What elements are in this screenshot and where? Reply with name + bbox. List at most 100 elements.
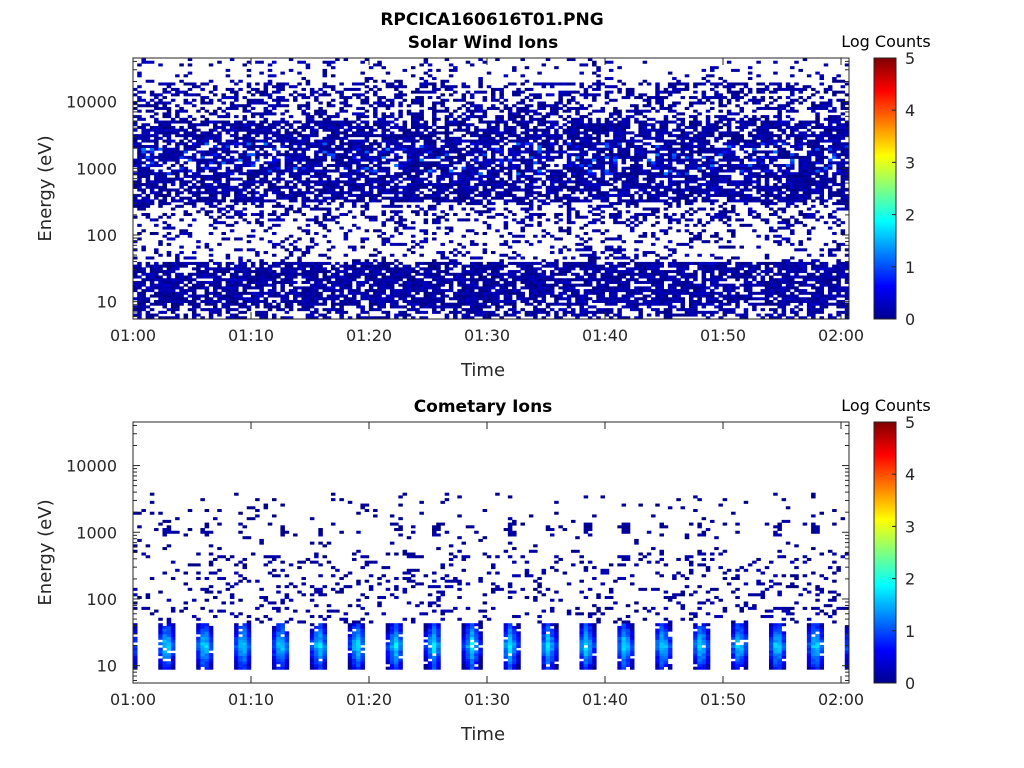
heatmap-cell <box>183 264 189 268</box>
heatmap-cell <box>234 164 239 168</box>
heatmap-cell <box>482 264 488 268</box>
heatmap-cell <box>549 199 555 203</box>
heatmap-cell <box>415 270 420 274</box>
heatmap-cell <box>549 188 555 192</box>
heatmap-cell <box>415 101 420 105</box>
heatmap-cell <box>238 87 243 91</box>
heatmap-cell <box>280 316 285 320</box>
heatmap-cell <box>457 291 462 295</box>
heatmap-cell <box>234 316 239 320</box>
heatmap-cell <box>469 123 475 127</box>
heatmap-cell <box>284 280 290 284</box>
heatmap-cell <box>166 82 172 86</box>
heatmap-cell <box>427 264 433 268</box>
heatmap-cell <box>516 90 521 94</box>
heatmap-cell <box>175 316 180 320</box>
heatmap-cell <box>474 313 479 317</box>
heatmap-cell <box>330 142 336 146</box>
heatmap-cell <box>175 199 180 203</box>
heatmap-cell <box>213 109 218 113</box>
heatmap-cell <box>183 166 189 170</box>
heatmap-cell <box>516 316 521 320</box>
heatmap-cell <box>225 166 231 170</box>
heatmap-cell <box>440 242 445 246</box>
heatmap-cell <box>280 82 285 86</box>
heatmap-cell <box>524 109 530 113</box>
heatmap-cell <box>385 145 391 149</box>
heatmap-cell <box>423 267 429 271</box>
heatmap-cell <box>187 71 193 75</box>
heatmap-cell <box>528 87 534 91</box>
heatmap-cell <box>175 145 180 149</box>
heatmap-cell <box>293 98 298 102</box>
heatmap-cell <box>373 185 378 189</box>
heatmap-cell <box>448 145 454 149</box>
heatmap-cell <box>133 256 138 260</box>
heatmap-cell <box>204 185 210 189</box>
heatmap-cell <box>385 169 391 173</box>
heatmap-cell <box>465 128 471 132</box>
heatmap-cell <box>440 79 445 83</box>
heatmap-cell <box>271 188 277 192</box>
heatmap-cell <box>246 174 252 178</box>
heatmap-cell <box>343 212 349 216</box>
heatmap-cell <box>406 161 412 165</box>
heatmap-cell <box>221 289 226 293</box>
heatmap-cell <box>419 183 424 187</box>
heatmap-cell <box>137 180 142 184</box>
heatmap-cell <box>145 286 151 290</box>
heatmap-cell <box>352 142 357 146</box>
heatmap-cell <box>364 120 370 124</box>
heatmap-cell <box>385 123 391 127</box>
heatmap-cell <box>373 272 378 276</box>
heatmap-cell <box>499 158 504 162</box>
heatmap-cell <box>364 207 370 211</box>
heatmap-cell <box>213 172 218 176</box>
heatmap-cell <box>259 193 264 197</box>
heatmap-cell <box>305 123 311 127</box>
heatmap-cell <box>440 251 445 255</box>
heatmap-cell <box>499 177 504 181</box>
heatmap-cell <box>162 299 167 303</box>
heatmap-cell <box>259 123 264 127</box>
heatmap-cell <box>166 286 172 290</box>
heatmap-cell <box>263 125 269 129</box>
heatmap-cell <box>301 125 306 129</box>
heatmap-cell <box>364 237 370 241</box>
heatmap-cell <box>196 313 201 317</box>
heatmap-cell <box>389 272 395 276</box>
heatmap-cell <box>385 275 391 279</box>
heatmap-cell <box>432 196 437 200</box>
heatmap-cell <box>179 245 184 249</box>
heatmap-cell <box>512 305 517 309</box>
heatmap-cell <box>373 147 378 151</box>
heatmap-cell <box>495 98 500 102</box>
heatmap-cell <box>364 204 370 208</box>
heatmap-cell <box>545 82 551 86</box>
heatmap-cell <box>448 310 454 314</box>
heatmap-cell <box>512 185 517 189</box>
heatmap-cell <box>469 115 475 119</box>
heatmap-cell <box>158 193 163 197</box>
heatmap-cell <box>293 185 298 189</box>
heatmap-cell <box>415 297 420 301</box>
heatmap-cell <box>520 145 525 149</box>
heatmap-cell <box>377 280 382 284</box>
heatmap-cell <box>250 196 256 200</box>
heatmap-cell <box>503 98 509 102</box>
heatmap-cell <box>196 109 201 113</box>
heatmap-cell <box>314 139 319 143</box>
heatmap-cell <box>373 199 378 203</box>
heatmap-cell <box>204 196 210 200</box>
heatmap-cell <box>246 123 252 127</box>
heatmap-cell <box>301 169 306 173</box>
heatmap-cell <box>356 123 361 127</box>
heatmap-cell <box>368 215 374 219</box>
heatmap-cell <box>406 289 412 293</box>
heatmap-cell <box>432 147 437 151</box>
heatmap-cell <box>457 310 462 314</box>
heatmap-cell <box>200 131 205 135</box>
heatmap-cell <box>461 302 467 306</box>
heatmap-cell <box>512 66 517 70</box>
heatmap-cell <box>528 153 534 157</box>
